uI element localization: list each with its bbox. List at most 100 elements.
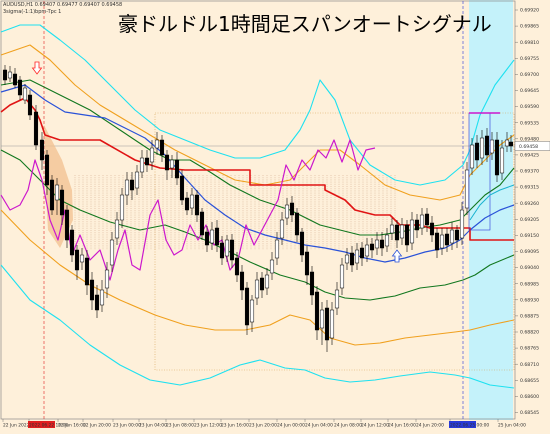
time-label: 23 Jun 20:00	[249, 423, 277, 429]
indicator-info: 3sigma(-1:1)bpm-Tpc 1	[3, 9, 62, 15]
candle-body	[459, 209, 465, 239]
candle	[44, 150, 50, 195]
price-axis[interactable]: 0.69920 0.69865 0.69810 0.69755 0.69700 0.696…	[515, 8, 539, 417]
candle-body	[74, 249, 80, 271]
price-label: 0.69095	[520, 249, 539, 255]
candle	[354, 243, 360, 270]
candle	[134, 165, 140, 195]
candle-body	[99, 289, 105, 306]
candle	[114, 212, 120, 245]
candle	[494, 132, 500, 182]
candle-body	[344, 254, 350, 264]
price-label: 0.69425	[520, 153, 539, 159]
time-highlight	[28, 421, 55, 428]
candle	[454, 225, 460, 248]
candle-body	[159, 139, 165, 156]
candle-body	[434, 232, 440, 251]
candle	[329, 302, 335, 345]
candle-body	[94, 294, 100, 311]
sell-signal-arrow	[31, 61, 43, 75]
lower-band-1	[0, 149, 515, 301]
candle-body	[214, 227, 220, 246]
candle	[299, 228, 305, 262]
upper-band-2	[0, 24, 515, 186]
candle	[389, 218, 395, 240]
candle-body	[374, 239, 380, 249]
candle	[399, 218, 405, 245]
candle-body	[369, 243, 375, 251]
candle-body	[114, 219, 120, 239]
chart-title-overlay: 豪ドルドル1時間足スパンオートシグナル	[118, 12, 492, 36]
candle	[219, 236, 225, 265]
candle	[7, 66, 13, 82]
candle-body	[229, 239, 235, 261]
candle	[17, 76, 23, 100]
candle-body	[184, 197, 190, 211]
candle-body	[294, 212, 300, 236]
time-label: 22 Jun 20:00	[83, 423, 111, 429]
candle	[374, 232, 380, 255]
candle-body	[199, 211, 205, 236]
candle-body	[389, 224, 395, 234]
plot-border	[0, 0, 516, 420]
candle	[499, 140, 505, 180]
candle-body	[189, 194, 195, 209]
candle	[224, 235, 230, 262]
price-label: 0.69040	[520, 265, 539, 271]
current-price-text: 0.69458	[519, 144, 538, 150]
candle	[184, 192, 190, 215]
candle-body	[104, 269, 110, 289]
candle-body	[279, 219, 285, 239]
candle	[54, 178, 60, 215]
candle-body	[139, 157, 145, 173]
candle-body	[269, 259, 275, 274]
candle	[439, 228, 445, 255]
candle-body	[44, 154, 50, 186]
candle	[33, 105, 39, 150]
candle-body	[194, 194, 200, 216]
time-label: 23 Jun 12:00	[194, 423, 222, 429]
current-price-tag: 0.69458	[514, 141, 550, 151]
candle	[159, 135, 165, 162]
overlay-layer	[468, 112, 515, 231]
candle-body	[314, 291, 320, 331]
price-label: 0.69590	[520, 104, 539, 110]
candle	[139, 150, 145, 178]
candle-body	[144, 157, 150, 166]
time-label: 24 Jun 04:00	[305, 423, 333, 429]
candle	[84, 250, 90, 295]
candle	[164, 150, 170, 180]
candle-body	[2, 69, 8, 81]
candle-body	[219, 242, 225, 259]
time-label: 24 Jun 08:00	[334, 423, 362, 429]
candle	[74, 245, 80, 280]
candle	[214, 220, 220, 252]
candle	[364, 238, 370, 262]
candle-body	[27, 94, 33, 116]
candle-body	[364, 244, 370, 257]
candle	[27, 90, 33, 120]
candle-body	[174, 159, 180, 179]
candle	[109, 232, 115, 272]
candle	[204, 226, 210, 252]
candle-body	[204, 231, 210, 246]
candle	[39, 132, 45, 170]
candle-body	[209, 229, 215, 244]
candle	[319, 302, 325, 345]
candle-body	[319, 309, 325, 329]
time-label: 2022.06.22 10:00	[29, 423, 68, 429]
time-label: 23 Jun 08:00	[166, 423, 194, 429]
candle-body	[22, 87, 28, 101]
price-label: 0.68765	[520, 346, 539, 352]
candle-body	[424, 213, 430, 226]
candle	[474, 135, 480, 168]
price-label: 0.69315	[520, 185, 539, 191]
candle-body	[12, 73, 18, 86]
candle	[284, 198, 290, 225]
candle	[64, 205, 70, 248]
bands-layer	[0, 24, 515, 389]
candle-body	[309, 271, 315, 296]
